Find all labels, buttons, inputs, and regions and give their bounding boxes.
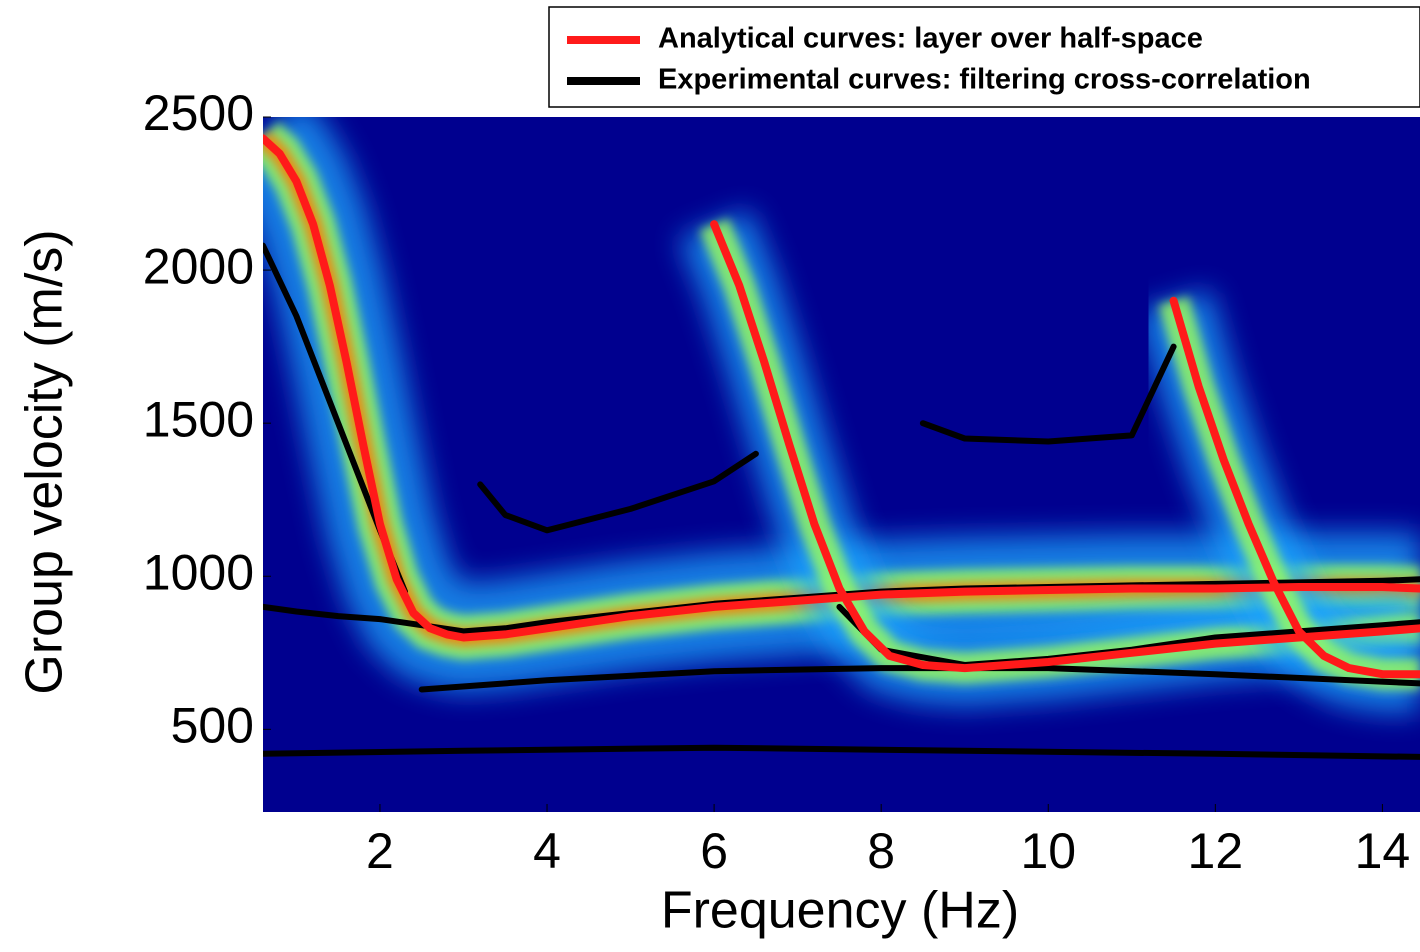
x-tick-label: 6: [700, 823, 728, 879]
x-tick-label: 14: [1355, 823, 1411, 879]
experimental-curve: [477, 450, 759, 534]
y-tick-label: 500: [171, 698, 254, 754]
curves: [263, 134, 1420, 760]
y-axis-title: Group velocity (m/s): [16, 229, 74, 694]
experimental-curve: [919, 343, 1177, 445]
x-tick-label: 4: [533, 823, 561, 879]
x-tick-label: 2: [366, 823, 394, 879]
legend-label: Analytical curves: layer over half-space: [658, 23, 1203, 55]
analytical-curve: [1169, 296, 1420, 679]
analytical-curve: [263, 134, 1420, 642]
x-tick-label: 12: [1188, 823, 1244, 879]
y-tick-label: 1500: [143, 391, 254, 447]
y-tick-label: 1000: [143, 544, 254, 600]
experimental-curve: [418, 665, 1420, 693]
x-tick-label: 8: [867, 823, 895, 879]
x-axis-title: Frequency (Hz): [661, 882, 1019, 940]
experimental-curve: [263, 744, 1420, 760]
legend-box: [548, 6, 1420, 108]
y-tick-label: 2500: [143, 85, 254, 141]
y-tick-label: 2000: [143, 238, 254, 294]
x-tick-label: 10: [1020, 823, 1076, 879]
analytical-curve: [710, 220, 1420, 673]
legend-label: Experimental curves: filtering cross-cor…: [658, 64, 1311, 96]
